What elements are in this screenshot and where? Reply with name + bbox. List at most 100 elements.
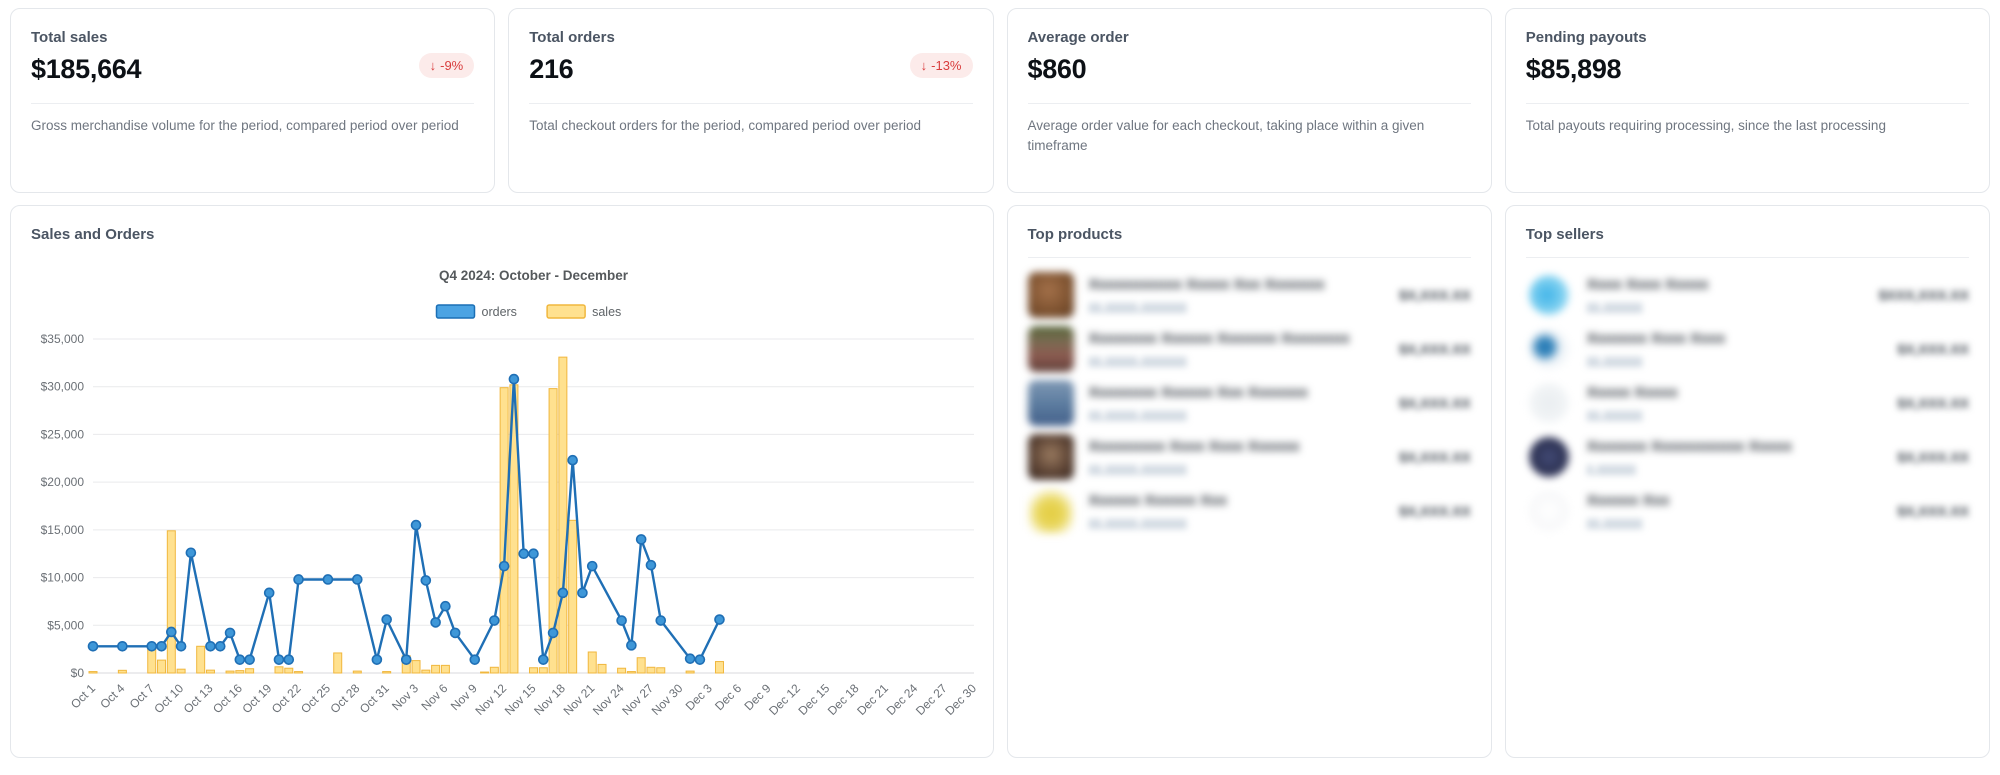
chart-xtick-label: Oct 22	[269, 681, 304, 716]
seller-name-redacted: Xxxxxxx Xxxx Xxxx	[1586, 329, 1726, 347]
product-subtitle-link-redacted[interactable]: xx xxxxx xxxxxxx	[1088, 405, 1187, 421]
seller-avatar	[1528, 437, 1569, 477]
chart-xtick-label: Oct 16	[210, 681, 245, 716]
product-subtitle-link-redacted[interactable]: xx xxxxx xxxxxxx	[1088, 297, 1187, 313]
chart-xtick-label: Dec 15	[795, 681, 832, 718]
stat-label: Total orders	[529, 29, 615, 46]
orders-point	[371, 654, 383, 665]
product-row: Xxxxxxxxx Xxxx Xxxx Xxxxxx xx xxxxx xxxxx…	[1027, 434, 1471, 480]
sales-bar	[617, 667, 627, 674]
orders-point	[635, 534, 647, 545]
orders-point	[684, 653, 696, 664]
seller-subtitle-link-redacted[interactable]: xx xxxxxx	[1586, 297, 1643, 313]
orders-point	[528, 548, 539, 560]
card-divider	[31, 103, 475, 104]
sales-bar	[284, 667, 294, 674]
sales-bar	[568, 519, 578, 674]
product-thumbnail	[1027, 380, 1074, 426]
top-products-panel: Top products Xxxxxxxxxxx Xxxxx Xxx Xxxxx…	[1006, 205, 1492, 758]
stat-value: 216	[529, 54, 574, 84]
panel-title-sales-and-orders: Sales and Orders	[31, 226, 155, 243]
chart-xtick-label: Dec 18	[825, 681, 862, 718]
chart-title: Q4 2024: October - December	[439, 268, 629, 283]
stat-card-pending-payouts: Pending payouts $85,898 Total payouts re…	[1504, 8, 1990, 193]
sales-bar	[656, 667, 666, 674]
chart-xtick-label: Oct 28	[328, 681, 363, 716]
orders-point	[273, 654, 285, 665]
seller-subtitle-link-redacted[interactable]: xx xxxxxx	[1586, 513, 1643, 529]
chart-xtick-label: Dec 30	[942, 681, 977, 718]
chart-xtick-label: Nov 24	[590, 681, 627, 718]
seller-subtitle-link-redacted[interactable]: x xxxxxx	[1586, 459, 1636, 475]
seller-subtitle-link-redacted[interactable]: xx xxxxxx	[1586, 405, 1643, 421]
orders-point	[117, 640, 128, 652]
card-divider	[1027, 103, 1471, 104]
product-name-redacted: Xxxxxxxxx Xxxx Xxxx Xxxxxx	[1088, 437, 1300, 455]
sales-and-orders-panel: Sales and Orders Q4 2024: October - Dece…	[10, 205, 994, 758]
orders-point	[430, 617, 441, 628]
stat-label: Pending payouts	[1525, 29, 1647, 46]
chart-xtick-label: Nov 30	[649, 681, 686, 718]
orders-point	[244, 654, 255, 665]
chart-ytick-label: $15,000	[41, 523, 85, 537]
product-amount-redacted: $X,XXX.XX	[1399, 395, 1471, 411]
product-thumbnail	[1027, 488, 1074, 534]
seller-subtitle-link-redacted[interactable]: xx xxxxxx	[1586, 351, 1643, 367]
orders-point	[156, 640, 167, 652]
orders-point	[440, 600, 451, 612]
stat-cards-row: Total sales $185,664 ↓ -9% Gross merchan…	[10, 8, 1990, 193]
orders-point	[175, 640, 187, 652]
orders-point	[400, 654, 412, 665]
seller-row: Xxxxxxx Xxxx Xxxx xx xxxxxx $X,XXX.XX	[1526, 326, 1969, 372]
sales-bar	[626, 671, 636, 674]
orders-point	[714, 614, 725, 625]
top-sellers-panel: Top sellers Xxxx Xxxx Xxxxx xx xxxxxx $XXX…	[1504, 205, 1990, 758]
seller-name-redacted: Xxxx Xxxx Xxxxx	[1586, 275, 1709, 293]
sales-bar	[529, 667, 538, 674]
sales-bar	[274, 666, 284, 674]
chart-xtick-label: Nov 6	[418, 681, 450, 713]
sales-bar	[411, 660, 421, 674]
seller-amount-redacted: $X,XXX.XX	[1897, 449, 1969, 465]
orders-point	[616, 615, 627, 626]
sales-bar	[714, 661, 724, 674]
sales-bar	[176, 668, 186, 674]
chart-xtick-label: Dec 24	[884, 681, 921, 718]
sales-legend-swatch	[546, 304, 586, 319]
chart-ytick-label: $20,000	[41, 475, 85, 489]
orders-point	[185, 547, 197, 559]
orders-point	[586, 560, 598, 572]
product-name-redacted: Xxxxxx Xxxxxx Xxx	[1088, 491, 1227, 509]
product-meta: Xxxxxxxxxxx Xxxxx Xxx Xxxxxxx xx xxxxx xx…	[1089, 276, 1388, 315]
sales-bar	[352, 670, 362, 674]
chart-xtick-label: Oct 4	[97, 681, 127, 711]
product-meta: Xxxxxx Xxxxxx Xxx xx xxxxx xxxxxxx	[1089, 492, 1388, 531]
chart-xtick-label: Nov 27	[619, 681, 656, 718]
orders-legend-swatch	[435, 304, 476, 319]
panels-row: Sales and Orders Q4 2024: October - Dece…	[10, 205, 1990, 758]
product-subtitle-link-redacted[interactable]: xx xxxxx xxxxxxx	[1088, 459, 1187, 475]
sales-bar	[548, 388, 558, 674]
orders-legend-label: orders	[482, 305, 517, 319]
stat-description: Total checkout orders for the period, co…	[529, 118, 921, 133]
seller-row: Xxxxxxx Xxxxxxxxxxx Xxxxx x xxxxxx $X,XXX.…	[1526, 434, 1969, 480]
orders-point	[166, 626, 177, 638]
stat-label: Average order	[1027, 29, 1129, 46]
sales-bar	[245, 668, 255, 674]
top-sellers-list: Xxxx Xxxx Xxxxx xx xxxxxx $XXX,XXX.XX Xxxxx…	[1526, 272, 1969, 534]
seller-meta: Xxxxx Xxxxx xx xxxxxx	[1587, 384, 1886, 423]
sales-bar	[205, 669, 215, 674]
product-subtitle-link-redacted[interactable]: xx xxxxx xxxxxxx	[1088, 513, 1187, 529]
orders-point	[146, 640, 158, 652]
sales-bar	[685, 670, 695, 674]
product-subtitle-link-redacted[interactable]: xx xxxxx xxxxxxx	[1088, 351, 1187, 367]
orders-point	[489, 615, 500, 626]
sales-bar	[558, 356, 568, 674]
sales-bar	[480, 671, 490, 674]
orders-point	[577, 587, 588, 599]
seller-name-redacted: Xxxxx Xxxxx	[1586, 383, 1678, 401]
sales-bar	[587, 651, 597, 674]
orders-point	[626, 640, 637, 651]
product-amount-redacted: $X,XXX.XX	[1399, 503, 1471, 519]
